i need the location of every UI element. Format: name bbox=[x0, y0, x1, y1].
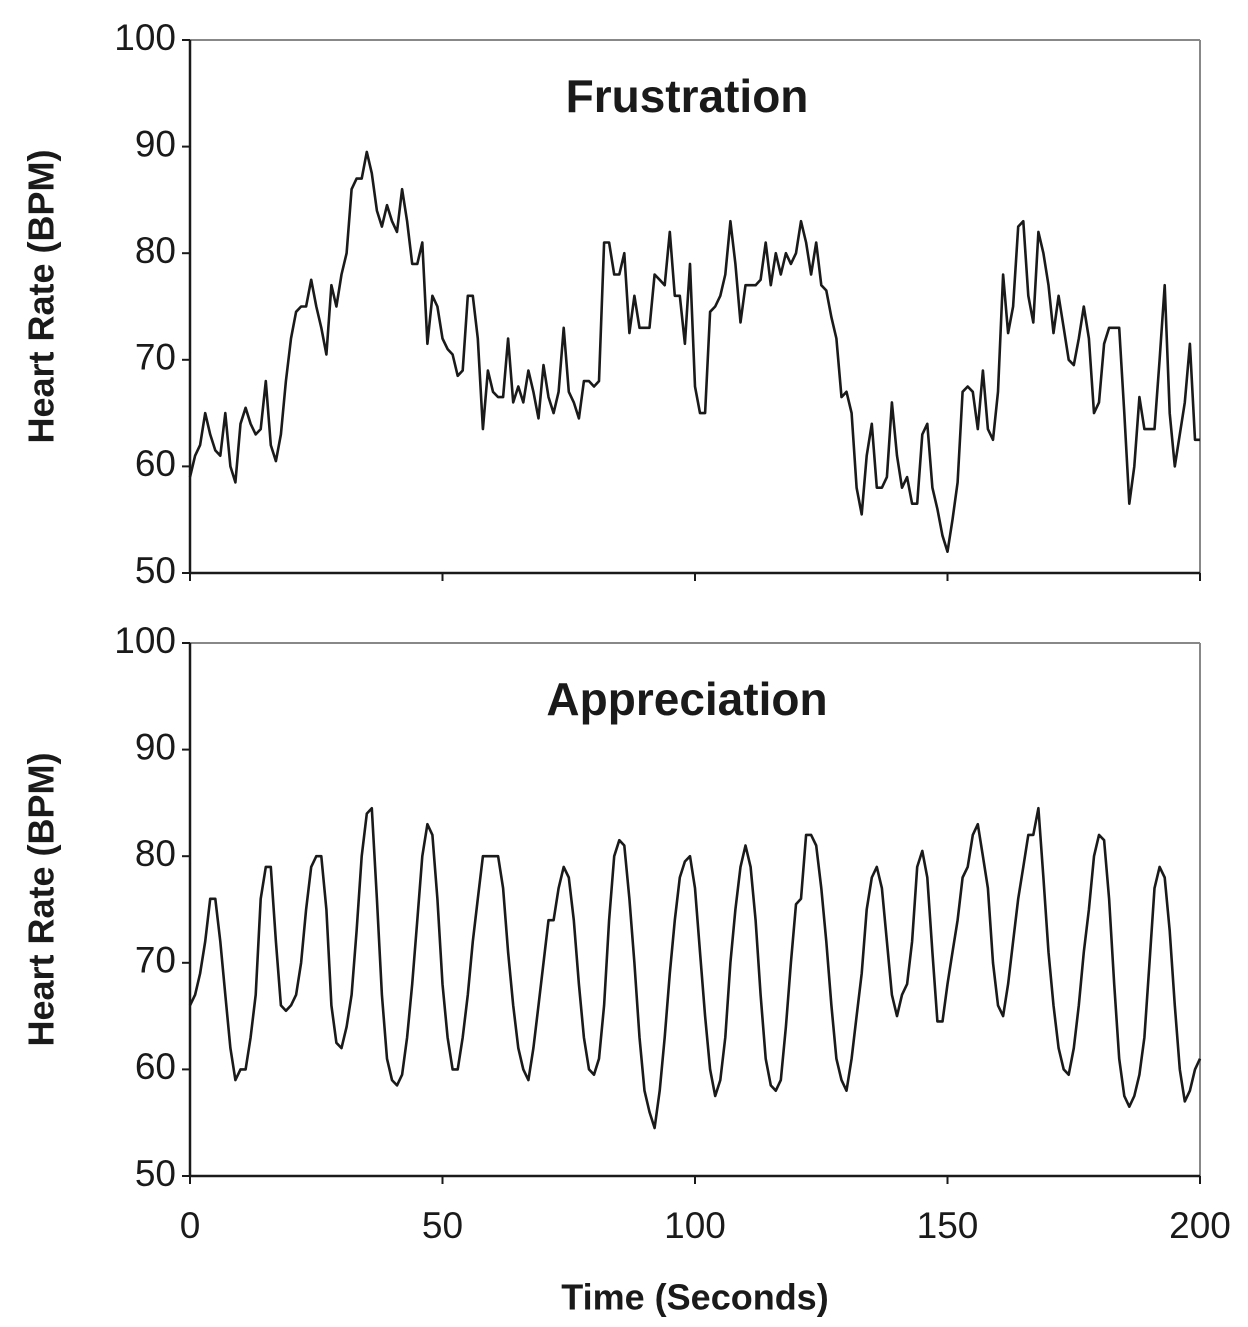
y-tick-label: 90 bbox=[135, 726, 176, 767]
chart-title: Appreciation bbox=[546, 673, 827, 725]
y-tick-label: 80 bbox=[135, 833, 176, 874]
y-tick-label: 70 bbox=[135, 337, 176, 378]
x-tick-label: 150 bbox=[917, 1205, 979, 1246]
y-tick-label: 50 bbox=[135, 550, 176, 591]
chart-title: Frustration bbox=[566, 70, 809, 122]
y-tick-label: 70 bbox=[135, 940, 176, 981]
y-tick-label: 60 bbox=[135, 443, 176, 484]
y-axis-label: Heart Rate (BPM) bbox=[21, 149, 62, 443]
y-tick-label: 80 bbox=[135, 230, 176, 271]
heart-rate-line bbox=[188, 806, 1202, 1130]
x-tick-label: 0 bbox=[180, 1205, 201, 1246]
y-tick-label: 60 bbox=[135, 1046, 176, 1087]
x-tick-label: 100 bbox=[664, 1205, 726, 1246]
x-axis-label: Time (Seconds) bbox=[561, 1277, 828, 1318]
y-axis-label: Heart Rate (BPM) bbox=[21, 752, 62, 1046]
y-tick-label: 90 bbox=[135, 123, 176, 164]
y-tick-label: 100 bbox=[114, 620, 176, 661]
y-tick-label: 50 bbox=[135, 1153, 176, 1194]
x-tick-label: 200 bbox=[1169, 1205, 1231, 1246]
x-tick-label: 50 bbox=[422, 1205, 463, 1246]
heart-rate-line bbox=[188, 150, 1200, 553]
y-tick-label: 100 bbox=[114, 17, 176, 58]
